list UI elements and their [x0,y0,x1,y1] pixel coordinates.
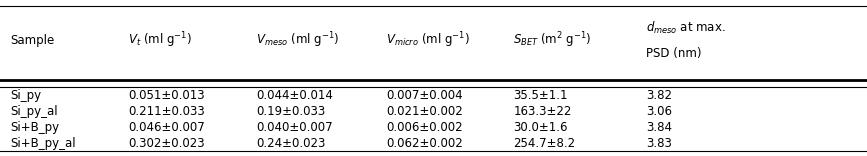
Text: 254.7±8.2: 254.7±8.2 [513,137,576,150]
Text: 163.3±22: 163.3±22 [513,105,571,118]
Text: 0.006±0.002: 0.006±0.002 [386,121,462,134]
Text: Si+B_py_al: Si+B_py_al [10,137,76,150]
Text: 30.0±1.6: 30.0±1.6 [513,121,568,134]
Text: 0.021±0.002: 0.021±0.002 [386,105,463,118]
Text: 0.040±0.007: 0.040±0.007 [256,121,332,134]
Text: 0.19±0.033: 0.19±0.033 [256,105,325,118]
Text: $V_t$ (ml g$^{-1}$): $V_t$ (ml g$^{-1}$) [128,31,192,50]
Text: $V_{micro}$ (ml g$^{-1}$): $V_{micro}$ (ml g$^{-1}$) [386,31,470,50]
Text: 0.062±0.002: 0.062±0.002 [386,137,463,150]
Text: Si_py_al: Si_py_al [10,105,58,118]
Text: 3.06: 3.06 [646,105,672,118]
Text: 0.007±0.004: 0.007±0.004 [386,89,462,102]
Text: 0.24±0.023: 0.24±0.023 [256,137,325,150]
Text: 3.84: 3.84 [646,121,672,134]
Text: PSD (nm): PSD (nm) [646,46,701,60]
Text: Si+B_py: Si+B_py [10,121,60,134]
Text: $V_{meso}$ (ml g$^{-1}$): $V_{meso}$ (ml g$^{-1}$) [256,31,339,50]
Text: 35.5±1.1: 35.5±1.1 [513,89,568,102]
Text: 0.046±0.007: 0.046±0.007 [128,121,205,134]
Text: $d_{meso}$ at max.: $d_{meso}$ at max. [646,20,726,36]
Text: $S_{BET}$ (m$^2$ g$^{-1}$): $S_{BET}$ (m$^2$ g$^{-1}$) [513,31,592,50]
Text: 0.044±0.014: 0.044±0.014 [256,89,333,102]
Text: 3.83: 3.83 [646,137,672,150]
Text: Sample: Sample [10,34,55,47]
Text: 0.302±0.023: 0.302±0.023 [128,137,205,150]
Text: 3.82: 3.82 [646,89,672,102]
Text: Si_py: Si_py [10,89,42,102]
Text: 0.051±0.013: 0.051±0.013 [128,89,205,102]
Text: 0.211±0.033: 0.211±0.033 [128,105,205,118]
